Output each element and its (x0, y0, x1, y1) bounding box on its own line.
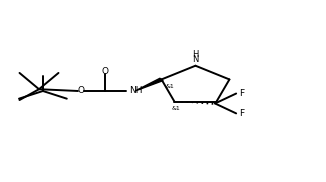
Text: &1: &1 (172, 106, 181, 111)
Text: O: O (101, 67, 108, 76)
Text: O: O (78, 86, 85, 96)
Text: F: F (239, 109, 244, 118)
Text: H: H (192, 50, 199, 59)
Text: N: N (192, 55, 199, 64)
Polygon shape (135, 78, 163, 91)
Text: NH: NH (129, 86, 142, 96)
Text: &1: &1 (165, 84, 174, 89)
Text: F: F (239, 89, 244, 98)
